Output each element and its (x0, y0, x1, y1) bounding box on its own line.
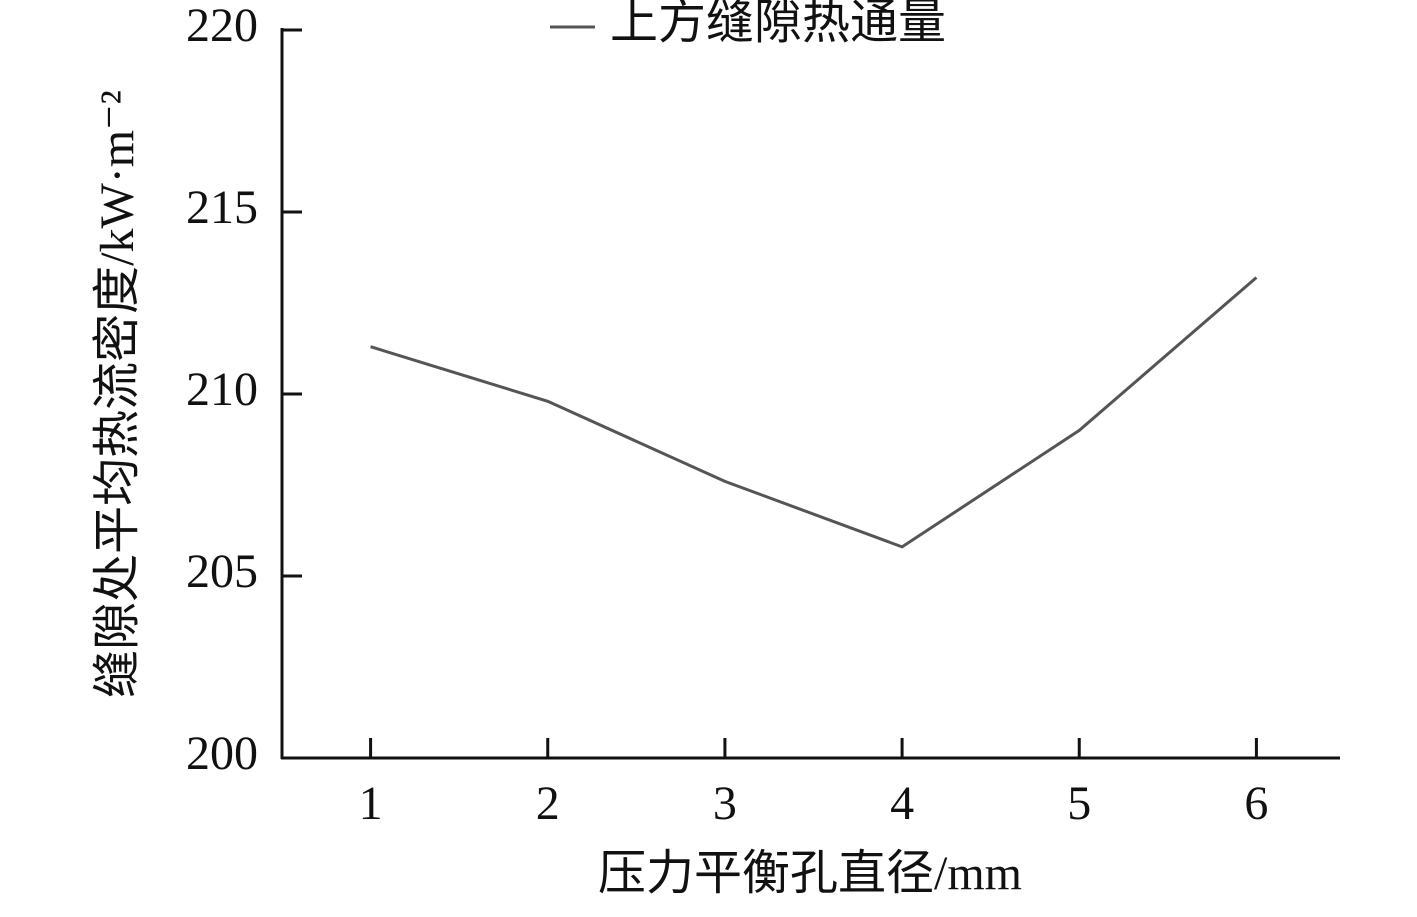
y-tick-label: 205 (186, 545, 258, 598)
data-line (370, 276, 1258, 549)
y-tick-label: 210 (186, 363, 258, 416)
y-axis-label: 缝隙处平均热流密度/kW·m⁻² (91, 90, 144, 698)
x-tick-label: 2 (536, 777, 560, 830)
x-axis-label: 压力平衡孔直径/mm (598, 847, 1022, 900)
legend-label: 上方缝隙热通量 (610, 0, 946, 49)
y-tick-label: 215 (186, 181, 258, 234)
x-tick-label: 5 (1067, 777, 1091, 830)
x-tick-label: 1 (359, 777, 383, 830)
x-tick-label: 3 (713, 777, 737, 830)
x-tick-label: 6 (1244, 777, 1268, 830)
x-tick-label: 4 (890, 777, 914, 830)
y-tick-label: 220 (186, 0, 258, 52)
y-tick-label: 200 (186, 727, 258, 780)
